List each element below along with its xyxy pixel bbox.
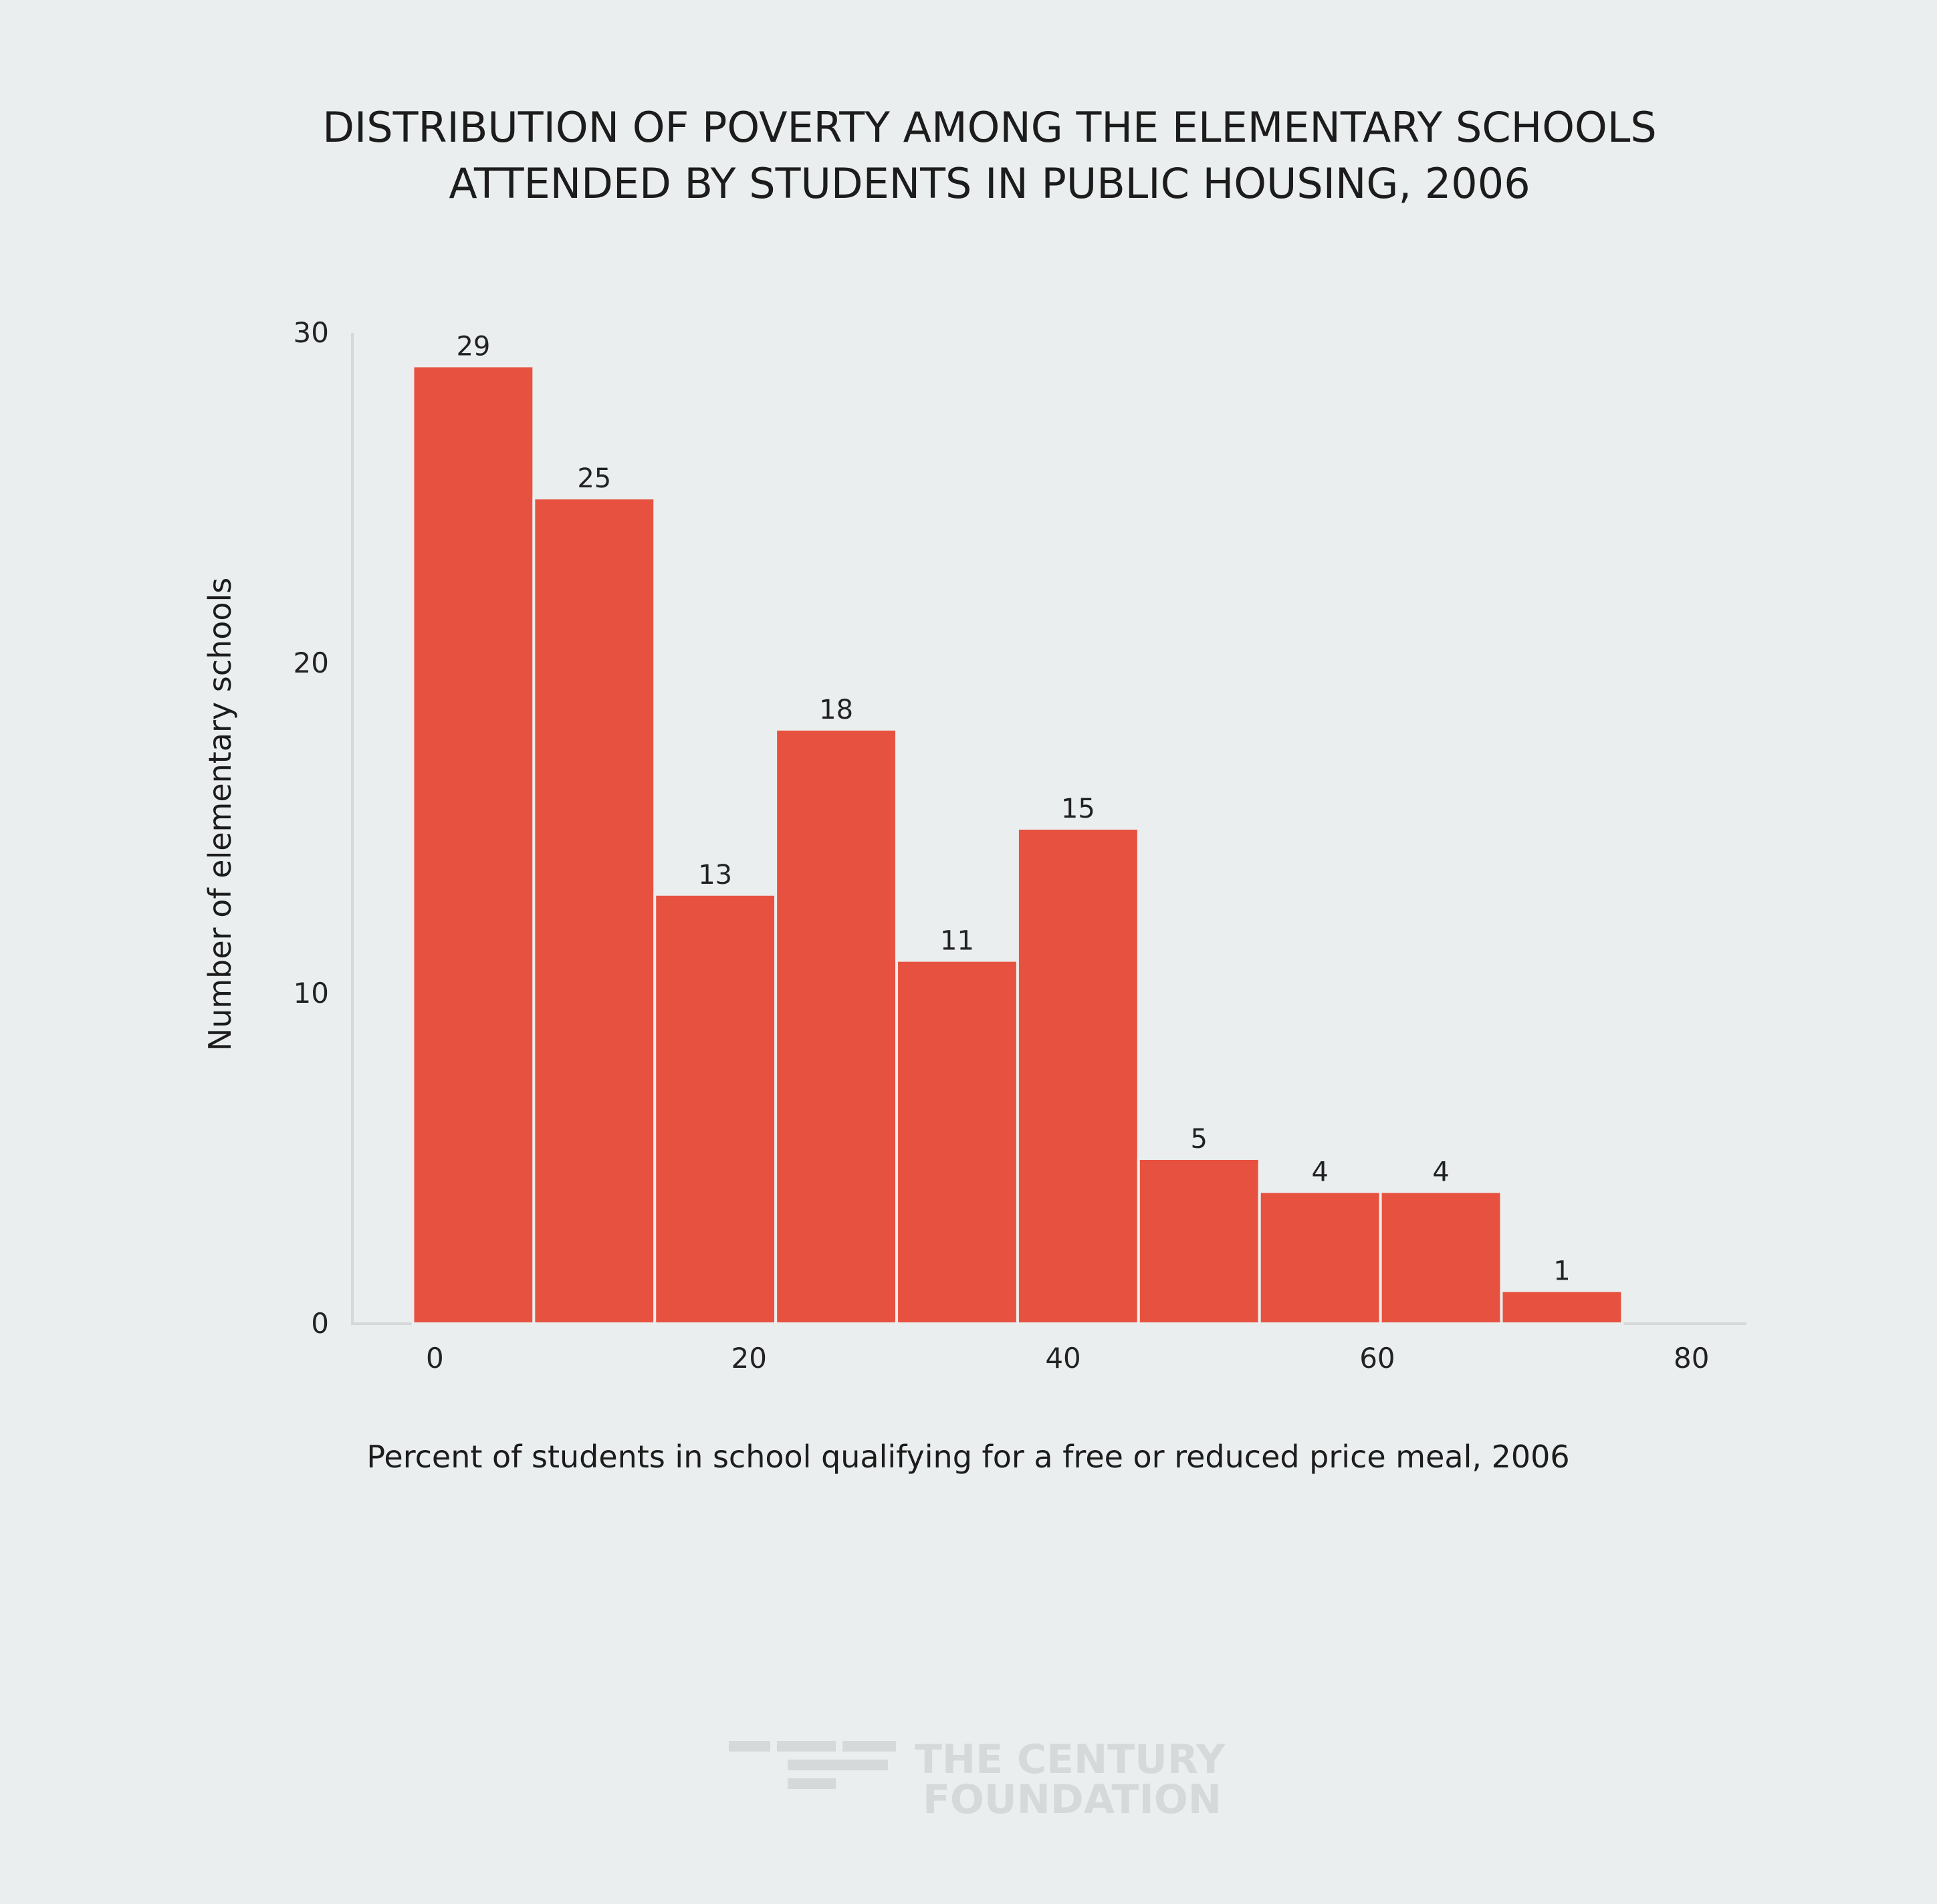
histogram-bar-2 <box>532 497 657 1325</box>
bar-value-label-6: 15 <box>1061 794 1095 824</box>
histogram-bar-9 <box>1379 1190 1503 1326</box>
histogram-bar-6 <box>1016 827 1140 1325</box>
bar-value-label-8: 4 <box>1311 1157 1328 1187</box>
y-tick-label-30: 30 <box>294 316 329 349</box>
bar-value-label-2: 25 <box>577 463 611 494</box>
bar-value-label-1: 29 <box>456 331 490 362</box>
y-tick-label-10: 10 <box>294 977 329 1009</box>
histogram-bar-5 <box>895 959 1019 1325</box>
logo-mark <box>729 1741 896 1789</box>
bar-value-label-9: 4 <box>1432 1157 1449 1187</box>
logo-text-line-1: THE CENTURY <box>915 1736 1226 1783</box>
histogram-bar-3 <box>653 892 778 1326</box>
bar-value-label-5: 11 <box>940 926 974 957</box>
chart-title-line-2: ATTENDED BY STUDENTS IN PUBLIC HOUSING, … <box>449 159 1530 208</box>
histogram-bar-7 <box>1137 1157 1261 1325</box>
chart-title-line-1: DISTRIBUTION OF POVERTY AMONG THE ELEMEN… <box>322 103 1657 152</box>
bar-value-label-4: 18 <box>819 695 853 725</box>
bar-value-label-7: 5 <box>1191 1124 1208 1155</box>
x-tick-label-40: 40 <box>1045 1342 1080 1375</box>
bar-value-label-3: 13 <box>698 860 732 890</box>
histogram-bar-4 <box>774 727 899 1326</box>
x-tick-label-80: 80 <box>1674 1342 1709 1375</box>
y-tick-label-0: 0 <box>311 1307 329 1340</box>
histogram-bar-1 <box>411 364 536 1325</box>
histogram-bar-10 <box>1500 1289 1624 1325</box>
histogram-bar-8 <box>1258 1190 1382 1326</box>
x-tick-label-20: 20 <box>731 1342 766 1375</box>
x-axis-label: Percent of students in school qualifying… <box>366 1439 1569 1475</box>
century-foundation-logo: THE CENTURY FOUNDATION <box>729 1736 1226 1823</box>
x-tick-label-60: 60 <box>1359 1342 1395 1375</box>
y-axis-label: Number of elementary schools <box>202 578 238 1051</box>
y-tick-label-20: 20 <box>294 646 329 679</box>
x-tick-label-0: 0 <box>426 1342 444 1375</box>
bar-value-label-10: 1 <box>1553 1256 1570 1287</box>
logo-text-line-2: FOUNDATION <box>923 1776 1222 1823</box>
